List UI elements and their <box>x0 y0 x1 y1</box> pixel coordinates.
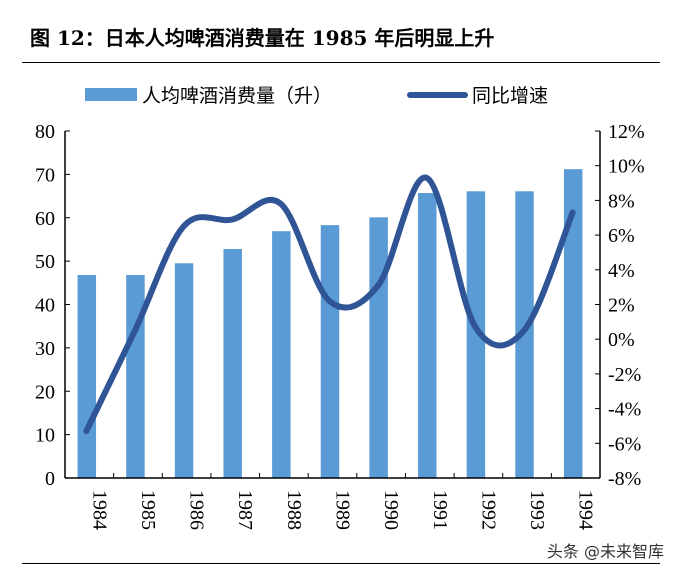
x-tick-label: 1986 <box>186 490 208 530</box>
right-tick-label: -6% <box>608 433 641 455</box>
left-tick-label: 40 <box>35 295 55 317</box>
x-tick-label: 1992 <box>477 490 499 530</box>
right-tick-label: -2% <box>608 364 641 386</box>
watermark: 头条 @未来智库 <box>546 542 664 561</box>
bar-1985 <box>126 275 145 478</box>
x-tick-label: 1989 <box>332 490 354 530</box>
bar-1987 <box>223 248 242 478</box>
bar-1988 <box>272 231 291 478</box>
x-tick-label: 1984 <box>88 490 110 530</box>
left-tick-label: 10 <box>35 425 55 447</box>
left-tick-label: 20 <box>35 381 55 403</box>
bar-1994 <box>563 169 583 479</box>
legend-bar-label: 人均啤酒消费量（升） <box>142 85 332 107</box>
right-tick-label: -8% <box>608 468 641 490</box>
right-tick-label: 4% <box>608 260 635 282</box>
growth-line <box>83 174 576 435</box>
bar-1992 <box>466 191 486 478</box>
bar-1993 <box>515 191 534 478</box>
bar-1990 <box>369 217 388 478</box>
x-tick-label: 1993 <box>526 490 548 530</box>
left-tick-label: 80 <box>35 121 55 143</box>
legend-bar-swatch <box>85 88 137 101</box>
left-tick-label: 30 <box>35 338 55 360</box>
right-tick-label: 0% <box>608 329 635 351</box>
x-tick-label: 1994 <box>575 490 597 530</box>
right-tick-label: 8% <box>608 190 635 212</box>
right-tick-label: 6% <box>608 225 635 247</box>
bottom-divider <box>22 563 660 564</box>
left-tick-label: 70 <box>35 164 55 186</box>
x-tick-label: 1990 <box>380 490 402 530</box>
x-tick-label: 1985 <box>137 490 159 530</box>
x-tick-label: 1987 <box>234 490 256 530</box>
right-tick-label: 10% <box>608 156 645 178</box>
right-tick-label: 12% <box>608 121 645 143</box>
right-tick-label: -4% <box>608 399 641 421</box>
x-tick-label: 1988 <box>283 490 305 530</box>
bar-1984 <box>77 275 97 478</box>
left-tick-label: 60 <box>35 208 55 230</box>
right-tick-label: 2% <box>608 295 635 317</box>
bar-1989 <box>320 225 340 478</box>
bar-1991 <box>418 193 437 478</box>
left-tick-label: 50 <box>35 251 55 273</box>
title-divider <box>22 62 660 63</box>
bar-1986 <box>174 263 194 478</box>
x-tick-label: 1991 <box>429 490 451 530</box>
legend-line-label: 同比增速 <box>472 85 548 107</box>
left-tick-label: 0 <box>45 468 55 490</box>
chart-title: 图 12：日本人均啤酒消费量在 1985 年后明显上升 <box>30 26 495 50</box>
